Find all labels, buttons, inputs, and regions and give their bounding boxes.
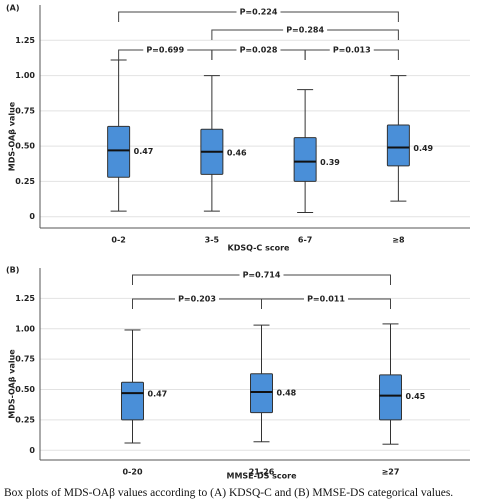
box — [107, 125, 131, 178]
x-axis-label: KDSQ-C score — [228, 244, 290, 253]
significance-label: P=0.028 — [240, 46, 278, 55]
y-tick-label: 0.50 — [15, 385, 35, 394]
significance-label: P=0.699 — [146, 46, 184, 55]
median-label: 0.45 — [406, 392, 426, 401]
x-axis-label: MMSE-DS score — [226, 472, 297, 481]
y-axis-label: MDS-OAβ value — [8, 101, 17, 171]
median-label: 0.48 — [277, 388, 297, 397]
significance-label: P=0.714 — [243, 271, 281, 280]
y-axis-label: MDS-OAβ value — [8, 349, 17, 419]
y-tick-label: 0.25 — [15, 415, 35, 424]
y-tick-label: 1.00 — [15, 324, 35, 333]
x-tick-label: 3-5 — [205, 236, 220, 245]
y-tick-label: 0.50 — [15, 142, 35, 151]
y-tick-label: 1.25 — [15, 294, 35, 303]
median-label: 0.46 — [227, 148, 247, 157]
x-tick-label: 21-26 — [249, 468, 275, 477]
x-tick-label: 0-2 — [111, 236, 125, 245]
y-tick-label: 0.75 — [15, 355, 35, 364]
chart: (A) MDS-OAβ value KDSQ-C score 0 0.25 0.50 0.7… — [6, 4, 470, 481]
significance-label: P=0.011 — [307, 295, 345, 304]
x-tick-label: ≥8 — [392, 236, 405, 245]
x-tick-label: 6-7 — [298, 236, 312, 245]
significance-label: P=0.203 — [178, 295, 216, 304]
y-tick-label: 0 — [29, 212, 35, 221]
bracket-label-bg — [143, 45, 188, 55]
y-tick-label: 0.25 — [15, 177, 35, 186]
median-label: 0.39 — [320, 158, 340, 167]
y-tick-label: 0.75 — [15, 106, 35, 115]
bracket-label-bg — [236, 45, 281, 55]
y-tick-label: 1.25 — [15, 36, 35, 45]
bracket-label-bg — [175, 294, 219, 304]
median-label: 0.49 — [413, 144, 433, 153]
caption: Box plots of MDS-OAβ values according to… — [4, 487, 454, 499]
panel-label: (B) — [6, 266, 19, 275]
significance-label: P=0.013 — [333, 46, 371, 55]
bracket-label-bg — [283, 25, 328, 35]
median-label: 0.47 — [134, 147, 154, 156]
x-tick-label: 0-20 — [122, 468, 142, 477]
box — [386, 124, 410, 167]
bracket-label-bg — [329, 45, 374, 55]
x-tick-label: ≥27 — [382, 468, 400, 477]
significance-label: P=0.224 — [240, 8, 278, 17]
y-tick-label: 1.00 — [15, 71, 35, 80]
box — [379, 374, 402, 421]
bracket-label-bg — [239, 270, 284, 280]
bracket-label-bg — [304, 294, 348, 304]
bracket-label-bg — [236, 7, 281, 17]
y-tick-label: 0 — [29, 446, 35, 455]
box — [293, 137, 317, 182]
box — [121, 381, 144, 421]
panel-label: (A) — [6, 4, 20, 13]
median-label: 0.47 — [148, 390, 168, 399]
box — [250, 373, 273, 414]
significance-label: P=0.284 — [286, 26, 324, 35]
